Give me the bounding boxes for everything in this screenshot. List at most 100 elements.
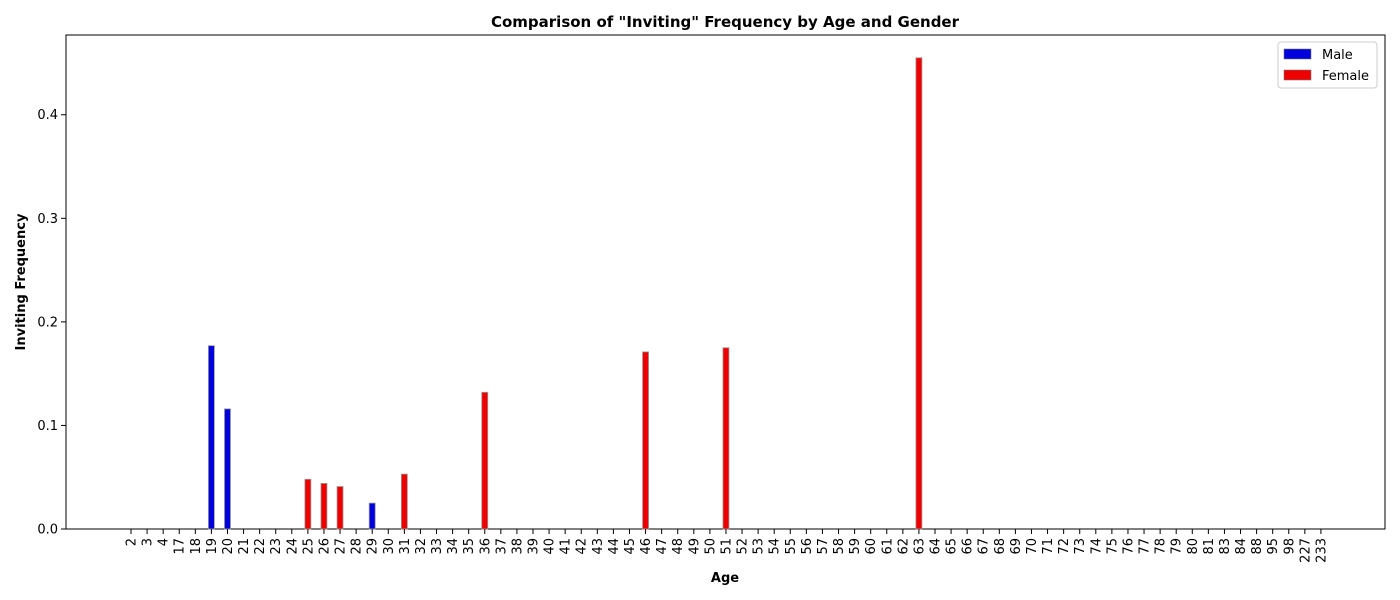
x-tick-label: 42	[575, 538, 590, 555]
x-tick-label: 47	[655, 538, 670, 555]
x-tick-label: 41	[559, 538, 574, 555]
x-tick-label: 83	[1218, 538, 1233, 555]
x-tick-label: 17	[173, 538, 188, 555]
x-axis-label: Age	[711, 571, 739, 586]
x-tick-label: 80	[1186, 538, 1201, 555]
x-axis: 2 3 4 17 18 19 20 21 22 23 24 25 26 27 28 29 30 31 32 33 34 3…	[125, 529, 1329, 563]
x-tick-label: 46	[639, 538, 654, 555]
x-tick-label: 70	[1025, 538, 1040, 555]
x-tick-label: 23	[269, 538, 284, 555]
x-tick-label: 62	[896, 538, 911, 555]
x-tick-label: 75	[1105, 538, 1120, 555]
x-tick-label: 48	[671, 538, 686, 555]
bar-female-27	[336, 486, 344, 530]
x-tick-label: 34	[446, 538, 461, 555]
y-tick-label: 0.2	[37, 315, 58, 330]
bar-female-46	[642, 351, 649, 530]
x-tick-label: 49	[687, 538, 702, 555]
x-tick-label: 21	[237, 538, 252, 555]
x-tick-label: 227	[1298, 538, 1313, 563]
x-tick-label: 55	[784, 538, 799, 555]
y-tick-label: 0.1	[37, 419, 58, 434]
x-tick-label: 56	[800, 538, 815, 555]
x-tick-label: 28	[350, 538, 365, 555]
x-tick-label: 22	[253, 538, 268, 555]
x-tick-label: 63	[912, 538, 927, 555]
x-tick-label: 51	[719, 538, 734, 555]
legend-swatch-female	[1283, 69, 1312, 81]
x-tick-label: 88	[1250, 538, 1265, 555]
y-axis-label: Inviting Frequency	[14, 213, 29, 350]
legend-swatch-male	[1283, 48, 1312, 60]
x-tick-label: 76	[1121, 538, 1136, 555]
x-tick-label: 40	[543, 538, 558, 555]
x-tick-label: 71	[1041, 538, 1056, 555]
x-tick-label: 2	[125, 538, 140, 546]
x-tick-label: 31	[398, 538, 413, 555]
legend: Male Female	[1277, 41, 1378, 89]
x-tick-label: 37	[494, 538, 509, 555]
legend-label-female: Female	[1322, 69, 1369, 84]
y-tick-label: 0.4	[37, 108, 58, 123]
x-tick-label: 50	[703, 538, 718, 555]
x-tick-label: 43	[591, 538, 606, 555]
x-tick-label: 74	[1089, 538, 1104, 555]
x-tick-label: 39	[527, 538, 542, 555]
x-tick-label: 57	[816, 538, 831, 555]
x-tick-label: 38	[510, 538, 525, 555]
y-tick-label: 0.3	[37, 212, 58, 227]
y-tick-label: 0.0	[37, 523, 58, 538]
chart-title: Comparison of "Inviting" Frequency by Ag…	[491, 13, 960, 31]
x-tick-label: 30	[382, 538, 397, 555]
x-tick-label: 53	[752, 538, 767, 555]
bar-male-19	[207, 345, 215, 530]
x-tick-label: 26	[317, 538, 332, 555]
x-tick-label: 52	[736, 538, 751, 555]
x-tick-label: 78	[1154, 538, 1169, 555]
x-tick-label: 33	[430, 538, 445, 555]
x-tick-label: 64	[929, 538, 944, 555]
bar-male-20	[224, 408, 231, 530]
x-tick-label: 61	[880, 538, 895, 555]
x-tick-label: 66	[961, 538, 976, 555]
x-tick-label: 20	[221, 538, 236, 555]
x-tick-label: 29	[366, 538, 381, 555]
x-tick-label: 81	[1202, 538, 1217, 555]
bar-female-26	[320, 483, 328, 530]
bar-male-29	[368, 502, 376, 530]
x-tick-label: 79	[1170, 538, 1185, 555]
x-tick-label: 32	[414, 538, 429, 555]
bar-female-63	[915, 57, 923, 530]
x-tick-label: 27	[334, 538, 349, 555]
x-tick-label: 84	[1234, 538, 1249, 555]
x-tick-label: 54	[768, 538, 783, 555]
x-tick-label: 45	[623, 538, 638, 555]
bar-female-25	[304, 478, 312, 530]
x-tick-label: 59	[848, 538, 863, 555]
x-tick-label: 233	[1314, 538, 1329, 563]
x-tick-label: 25	[301, 538, 316, 555]
x-tick-label: 68	[993, 538, 1008, 555]
x-tick-label: 24	[285, 538, 300, 555]
legend-label-male: Male	[1322, 48, 1353, 63]
x-tick-label: 98	[1282, 538, 1297, 555]
x-tick-label: 18	[189, 538, 204, 555]
x-tick-label: 69	[1009, 538, 1024, 555]
bar-female-36	[481, 391, 489, 530]
x-tick-label: 4	[157, 538, 172, 546]
bar-female-51	[722, 347, 730, 530]
y-axis: 0.0 0.1 0.2 0.3 0.4	[37, 108, 66, 538]
x-tick-label: 3	[141, 538, 156, 546]
x-tick-label: 73	[1073, 538, 1088, 555]
x-tick-label: 65	[945, 538, 960, 555]
bar-female-31	[400, 473, 408, 530]
x-tick-label: 60	[864, 538, 879, 555]
x-tick-label: 44	[607, 538, 622, 555]
x-tick-label: 58	[832, 538, 847, 555]
x-tick-label: 72	[1057, 538, 1072, 555]
x-tick-label: 67	[977, 538, 992, 555]
x-tick-label: 36	[478, 538, 493, 555]
x-tick-label: 77	[1138, 538, 1153, 555]
x-tick-label: 35	[462, 538, 477, 555]
